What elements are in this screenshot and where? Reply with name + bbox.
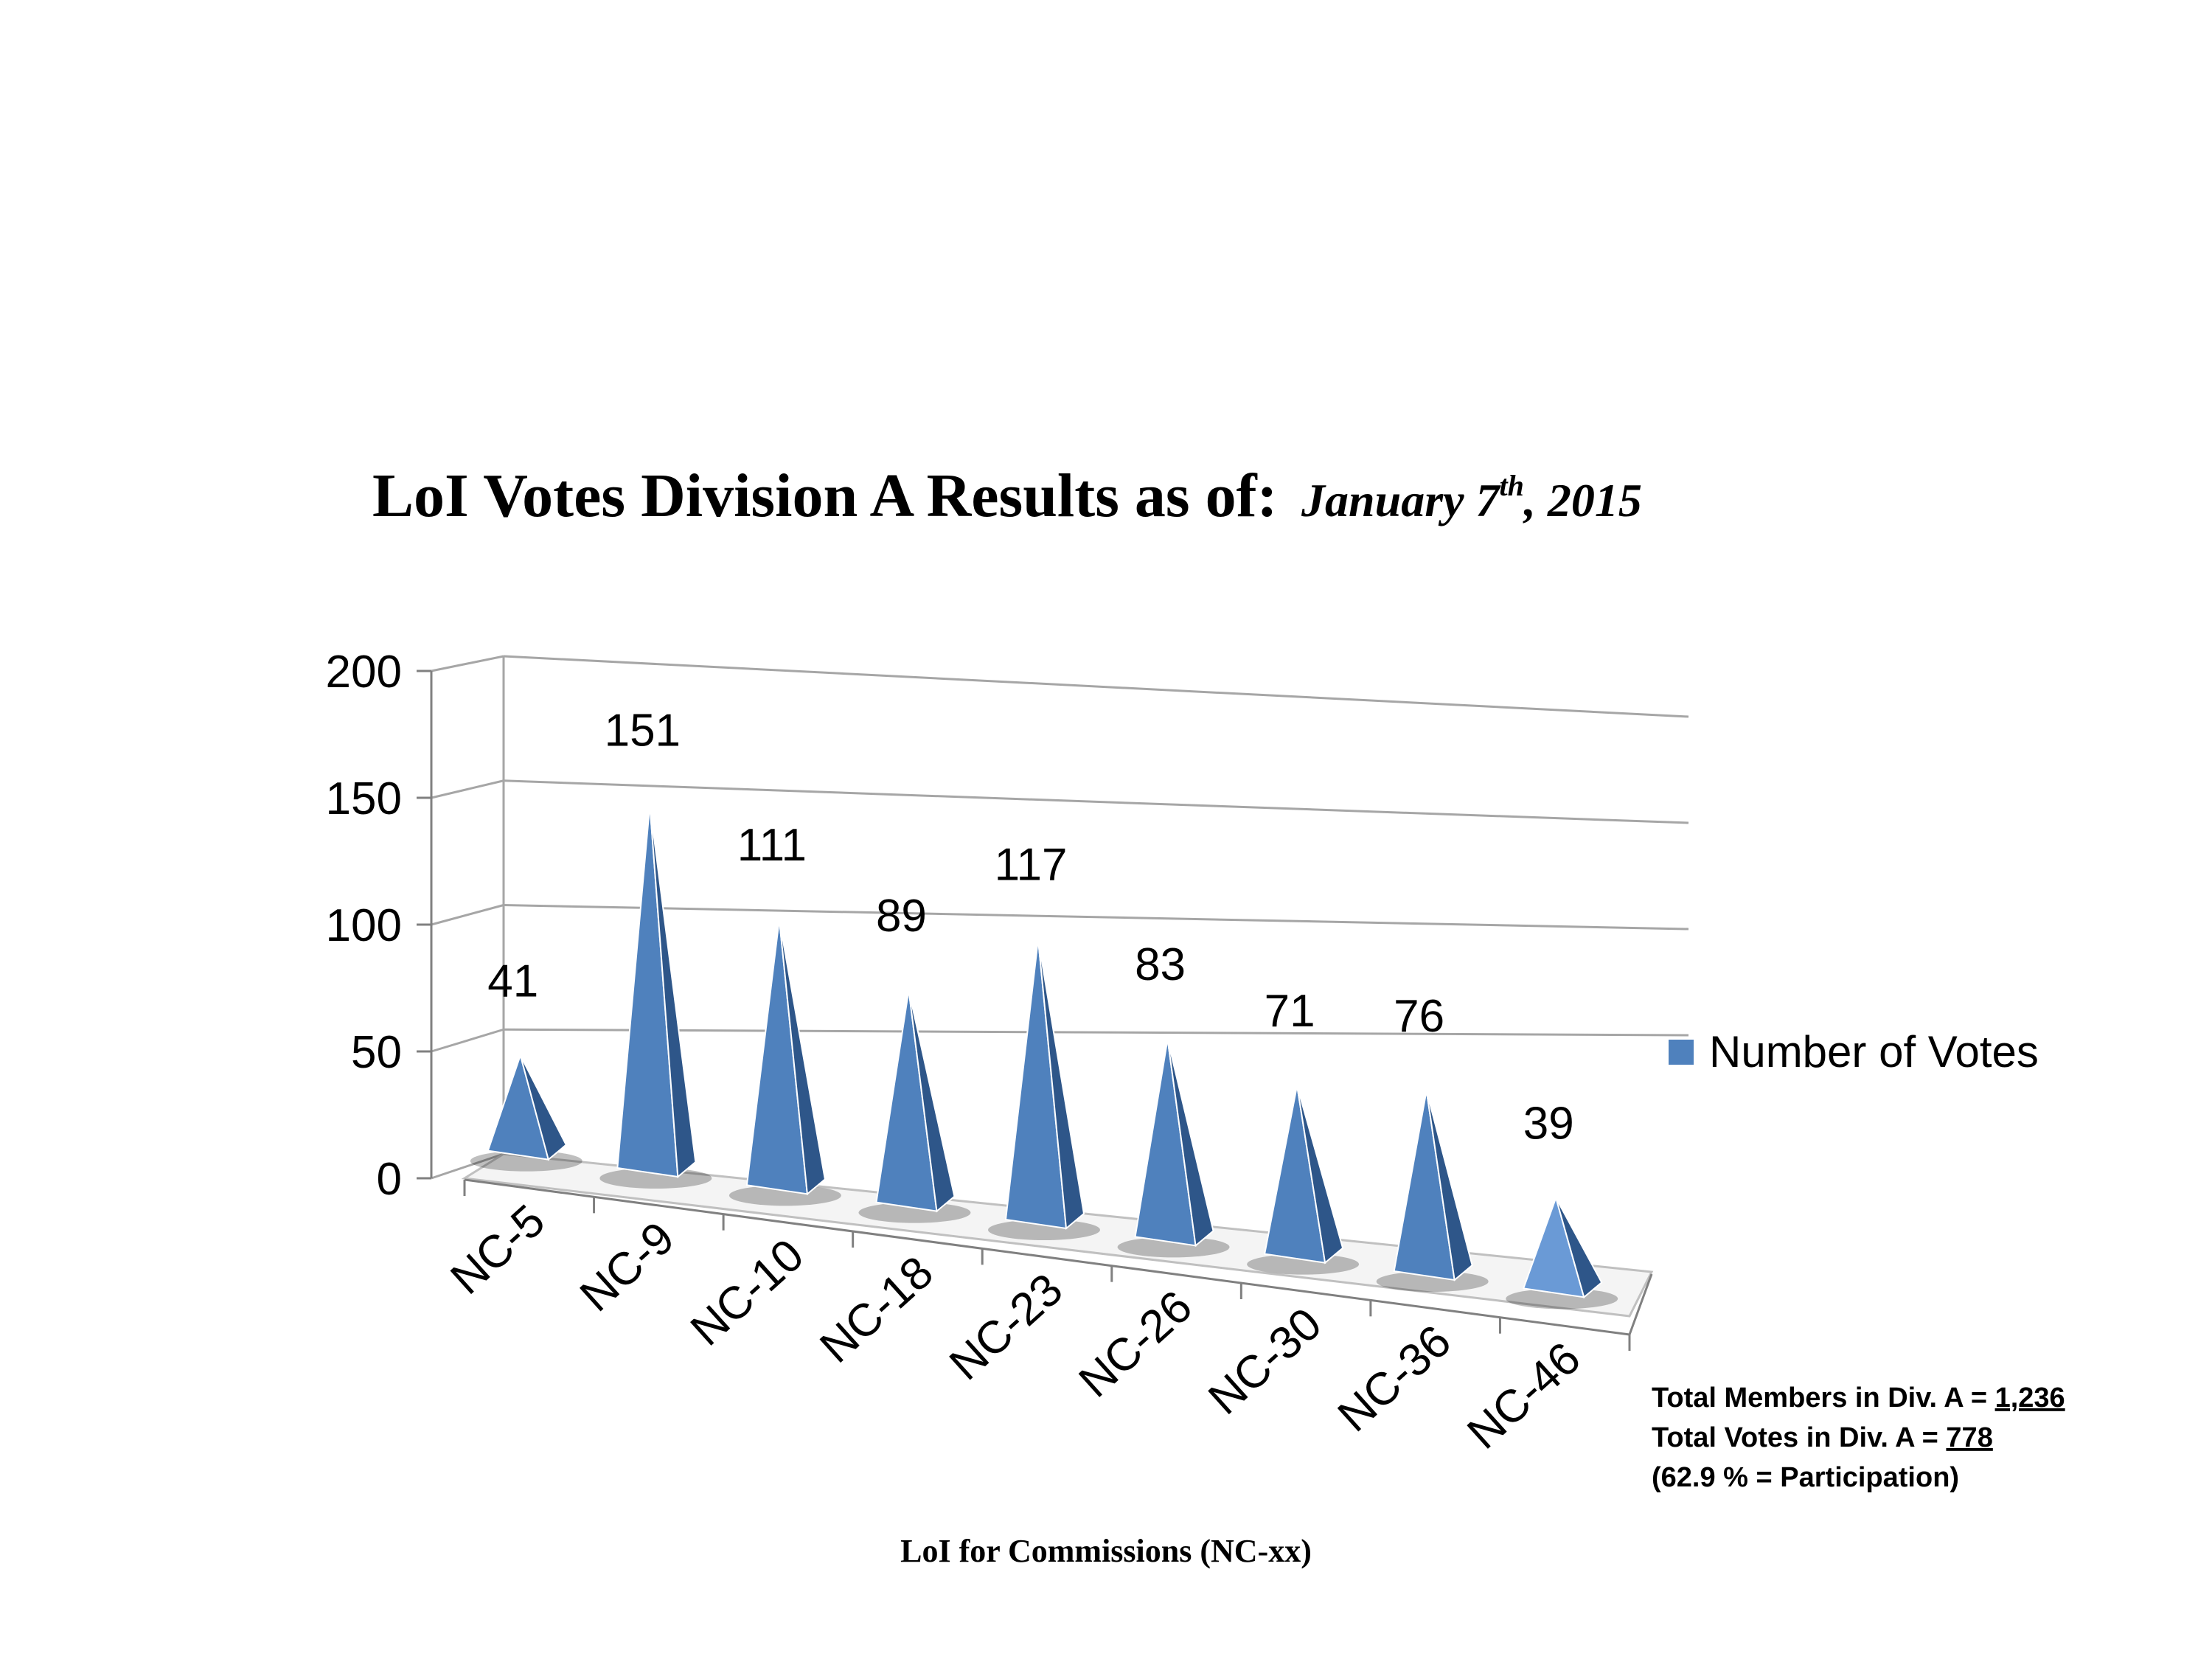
total-votes-line: Total Votes in Div. A = 778 <box>1652 1422 1993 1453</box>
grid-line-side <box>431 655 504 672</box>
pyramid-shadow <box>858 1202 971 1223</box>
y-tick-label: 50 <box>351 1027 402 1078</box>
data-labels: 41 151 111 89 117 83 71 76 39 <box>487 705 1573 1149</box>
pyramid-shadow <box>1247 1253 1360 1275</box>
x-tick-label-NC-36: NC-36 <box>1329 1315 1461 1441</box>
y-tick-label: 100 <box>326 900 402 951</box>
data-label-NC-18: 89 <box>876 891 927 942</box>
x-tick-label-NC-26: NC-26 <box>1070 1281 1202 1407</box>
total-members-label: Total Members in Div. A = <box>1652 1382 1995 1413</box>
chart-title: LoI Votes Division A Results as of: Janu… <box>372 462 1642 530</box>
pyramid-side-face <box>1166 1039 1214 1248</box>
chart-title-date: January 7th, 2015 <box>1301 469 1642 526</box>
pyramid-shadow <box>728 1185 841 1206</box>
x-tick-label-NC-10: NC-10 <box>681 1229 813 1355</box>
pyramid-NC-5 <box>470 1052 582 1172</box>
participation-line: (62.9 % = Participation) <box>1652 1462 1959 1493</box>
totals-annotation: Total Members in Div. A = 1,236 Total Vo… <box>1652 1382 2065 1493</box>
pyramid-side-face <box>649 804 697 1179</box>
pyramid-NC-36 <box>1376 1090 1489 1292</box>
x-axis-label: LoI for Commissions (NC-xx) <box>900 1533 1312 1569</box>
pyramid-side-face <box>778 919 826 1196</box>
grid-line <box>503 655 1689 718</box>
x-tick-label-NC-9: NC-9 <box>571 1212 684 1321</box>
total-votes-value: 778 <box>1946 1422 1992 1453</box>
pyramid-NC-9 <box>599 804 712 1189</box>
grid-line-side <box>431 779 504 799</box>
pyramid-shadow <box>599 1168 712 1189</box>
floor-right-edge <box>1628 1273 1653 1335</box>
y-tick-label: 200 <box>326 647 402 698</box>
pyramid-shadow <box>1117 1237 1230 1258</box>
legend: Number of Votes <box>1669 1027 2039 1077</box>
pyramid-shadow <box>1506 1288 1618 1310</box>
data-label-NC-5: 41 <box>487 956 538 1006</box>
data-label-NC-23: 117 <box>995 840 1068 891</box>
pyramid-side-face <box>1425 1090 1473 1281</box>
pyramid-side-face <box>1037 939 1085 1230</box>
legend-entry-number-of-votes: Number of Votes <box>1709 1027 2039 1077</box>
y-tick-label: 150 <box>326 773 402 824</box>
plot-grid <box>431 655 1689 1180</box>
data-label-NC-26: 83 <box>1135 939 1186 990</box>
x-tick-label-NC-18: NC-18 <box>810 1247 942 1373</box>
x-tick-label-NC-5: NC-5 <box>441 1195 554 1304</box>
chart-title-date-suffix: , 2015 <box>1523 474 1642 526</box>
grid-line-side <box>431 1028 504 1053</box>
grid-line <box>503 904 1689 931</box>
pyramid-shadow <box>1376 1271 1489 1292</box>
chart-title-date-prefix: January 7 <box>1301 474 1502 526</box>
data-label-NC-46: 39 <box>1523 1099 1574 1150</box>
legend-swatch <box>1669 1040 1694 1065</box>
grid-line-side <box>431 904 504 926</box>
pyramid-side-face <box>1296 1085 1344 1265</box>
pyramid-NC-26 <box>1117 1039 1230 1258</box>
grid-line-side <box>431 1152 504 1180</box>
x-tick-label-NC-23: NC-23 <box>940 1264 1072 1390</box>
plot-floor <box>461 1152 1654 1336</box>
x-tick-label-NC-30: NC-30 <box>1199 1298 1331 1425</box>
pyramid-side-face <box>519 1054 568 1161</box>
data-label-NC-9: 151 <box>605 705 681 756</box>
floor-plane <box>461 1152 1654 1318</box>
x-axis-line <box>464 1178 1630 1336</box>
total-members-value: 1,236 <box>1995 1382 2065 1413</box>
data-label-NC-10: 111 <box>737 820 807 871</box>
pyramid-shadow <box>470 1150 582 1172</box>
data-label-NC-36: 76 <box>1394 991 1444 1042</box>
x-tick-label-NC-46: NC-46 <box>1458 1332 1590 1458</box>
pyramid-NC-23 <box>988 939 1100 1240</box>
y-tick-label: 0 <box>377 1154 402 1205</box>
total-members-line: Total Members in Div. A = 1,236 <box>1652 1382 2065 1413</box>
pyramid-shadow <box>988 1220 1100 1240</box>
chart-title-date-superscript: th <box>1500 469 1524 502</box>
data-pyramids <box>470 804 1618 1310</box>
grid-line <box>503 1028 1689 1037</box>
chart-title-main: LoI Votes Division A Results as of: <box>372 462 1278 530</box>
total-votes-label: Total Votes in Div. A = <box>1652 1422 1946 1453</box>
pyramid-NC-10 <box>728 919 841 1206</box>
grid-line <box>503 779 1689 824</box>
pyramid-NC-18 <box>858 990 971 1223</box>
data-label-NC-30: 71 <box>1265 986 1315 1037</box>
pyramid-NC-46 <box>1506 1195 1618 1310</box>
pyramid-side-face <box>1555 1197 1603 1299</box>
pyramid-side-face <box>908 990 956 1213</box>
pyramid-NC-30 <box>1247 1085 1360 1275</box>
y-axis-ticks: 0 50 100 150 200 <box>326 647 433 1205</box>
